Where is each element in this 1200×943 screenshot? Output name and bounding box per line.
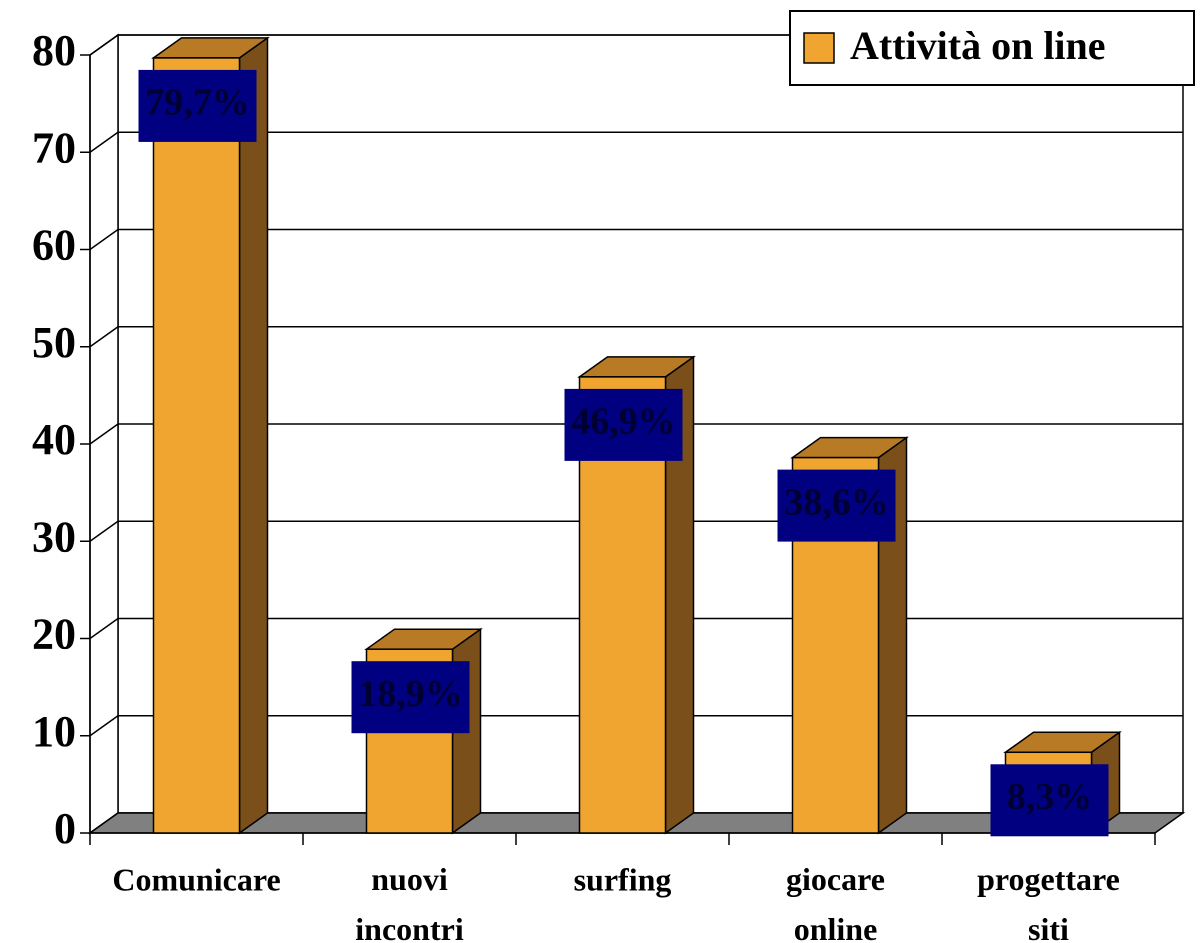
grid-line — [89, 326, 119, 348]
y-tick-label: 80 — [32, 26, 76, 75]
grid-line — [89, 131, 119, 153]
grid-line — [89, 228, 119, 251]
y-tick-label: 0 — [54, 804, 76, 853]
x-tick-label: progettare siti — [977, 861, 1120, 943]
x-tick-label: Comunicare — [112, 861, 280, 897]
y-tick-label: 30 — [32, 512, 76, 561]
value-label-box — [777, 469, 896, 542]
value-label: 18,9% — [358, 673, 463, 715]
value-label: 38,6% — [784, 481, 889, 523]
legend-label: Attività on line — [850, 23, 1106, 68]
value-label: 46,9% — [571, 401, 676, 443]
y-tick-label: 20 — [32, 610, 76, 659]
bar-side — [238, 36, 269, 835]
y-tick-label: 70 — [32, 123, 76, 172]
value-label-box — [138, 69, 257, 142]
value-label: 8,3% — [1007, 776, 1093, 818]
x-tick-label: surfing — [574, 861, 672, 897]
value-label-box — [351, 661, 470, 734]
grid-line — [89, 34, 119, 56]
y-tick-label: 60 — [32, 221, 76, 270]
value-label-box — [990, 764, 1109, 837]
legend-box — [789, 10, 1195, 86]
bar — [152, 57, 241, 834]
y-tick-label: 10 — [32, 707, 76, 756]
x-tick-label: nuovi incontri — [355, 861, 464, 943]
grid-line — [89, 423, 119, 445]
grid-line — [89, 617, 119, 640]
grid-line — [89, 520, 119, 542]
y-tick-label: 50 — [32, 318, 76, 367]
x-tick-label: giocare online — [786, 861, 885, 943]
value-label-box — [564, 388, 683, 461]
value-label: 79,7% — [145, 82, 250, 124]
legend-swatch — [803, 32, 835, 64]
grid-line — [89, 715, 119, 737]
y-tick-label: 40 — [32, 415, 76, 464]
